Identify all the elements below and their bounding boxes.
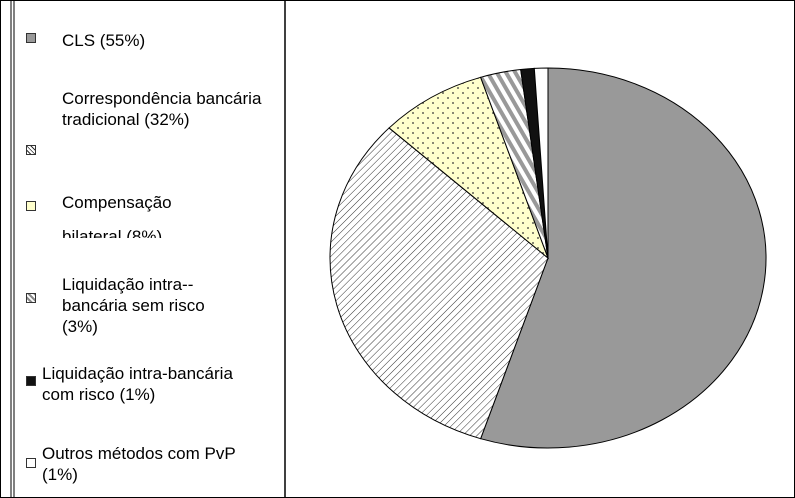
legend-swatch	[26, 458, 36, 468]
pie-slice	[388, 76, 550, 260]
legend-label: CLS (55%)	[62, 31, 146, 50]
legend-swatch	[26, 293, 36, 303]
legend-swatch	[26, 376, 36, 386]
legend-swatch	[26, 33, 36, 43]
legend-swatch	[26, 201, 36, 211]
legend-label: Outros métodos com PvP (1%)	[42, 444, 236, 484]
pie-slice	[479, 67, 767, 449]
legend-label: Liquidação intra-- bancária sem risco (3…	[62, 275, 205, 336]
legend-label: Liquidação intra-bancária com risco (1%)	[42, 364, 233, 404]
pie-slice	[329, 127, 549, 440]
legend-label: Compensação bilateral (8%)	[62, 193, 172, 238]
legend-swatch	[26, 145, 36, 155]
pie-slice	[533, 67, 549, 259]
legend-label: Correspondência bancária tradicional (32…	[62, 89, 262, 129]
